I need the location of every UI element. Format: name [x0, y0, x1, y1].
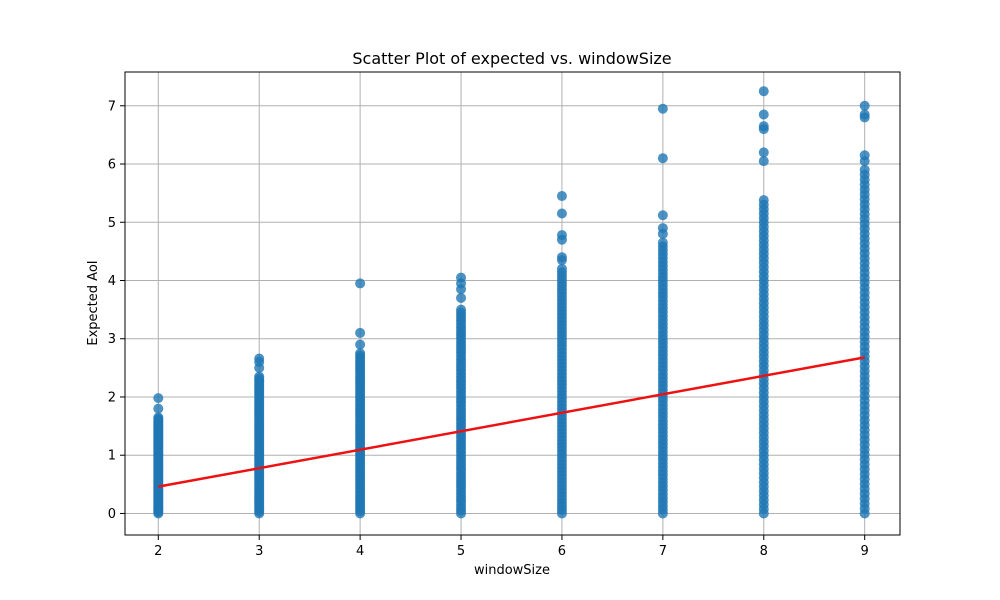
data-point [456, 272, 467, 283]
x-tick-label: 2 [154, 544, 162, 559]
data-point [355, 339, 366, 350]
point-column [254, 353, 265, 519]
data-point [657, 210, 668, 221]
data-point [456, 292, 467, 303]
points-layer [153, 86, 870, 519]
y-tick-label: 7 [108, 99, 116, 114]
data-point [758, 147, 769, 158]
data-point [758, 195, 769, 206]
data-point [355, 327, 366, 338]
point-column [859, 100, 870, 519]
y-tick-label: 1 [108, 449, 116, 464]
data-point [657, 223, 668, 234]
point-column [556, 191, 567, 519]
point-column [657, 103, 668, 519]
data-point [153, 412, 164, 423]
data-point [153, 403, 164, 414]
data-point [657, 153, 668, 164]
data-point [657, 237, 668, 248]
chart-title: Scatter Plot of expected vs. windowSize [352, 49, 671, 68]
data-point [859, 109, 870, 120]
data-point [859, 150, 870, 161]
x-axis-label: windowSize [474, 563, 550, 578]
regression-layer [158, 356, 865, 488]
data-point [355, 278, 366, 289]
regression-line [158, 356, 865, 488]
point-column [456, 272, 467, 519]
data-point [556, 263, 567, 274]
data-point [556, 252, 567, 263]
data-point [758, 86, 769, 97]
point-column [758, 86, 769, 519]
x-tick-label: 8 [760, 544, 768, 559]
x-tick-label: 7 [659, 544, 667, 559]
data-point [556, 230, 567, 241]
data-point [657, 103, 668, 114]
data-point [254, 353, 265, 364]
y-tick-label: 5 [108, 216, 116, 231]
plot-background [125, 72, 900, 535]
x-tick-label: 4 [356, 544, 364, 559]
data-point [456, 304, 467, 315]
data-point [153, 393, 164, 404]
x-tick-label: 6 [558, 544, 566, 559]
data-point [355, 348, 366, 359]
y-tick-label: 0 [108, 507, 116, 522]
data-point [254, 371, 265, 382]
ticks-layer: 2 3 4 5 6 7 8 9 0 1 2 3 4 5 6 7 [108, 99, 869, 559]
y-tick-label: 2 [108, 390, 116, 405]
y-tick-label: 3 [108, 332, 116, 347]
point-column [153, 393, 164, 519]
y-axis-label: Expected AoI [86, 260, 101, 345]
x-tick-label: 9 [861, 544, 869, 559]
data-point [758, 109, 769, 120]
data-point [758, 156, 769, 167]
data-point [859, 100, 870, 111]
data-point [859, 164, 870, 175]
x-tick-label: 3 [255, 544, 263, 559]
data-point [556, 191, 567, 202]
x-tick-label: 5 [457, 544, 465, 559]
y-tick-label: 4 [108, 274, 116, 289]
plot-frame [124, 71, 901, 536]
data-point [758, 121, 769, 132]
y-tick-label: 6 [108, 158, 116, 173]
data-point [556, 208, 567, 219]
